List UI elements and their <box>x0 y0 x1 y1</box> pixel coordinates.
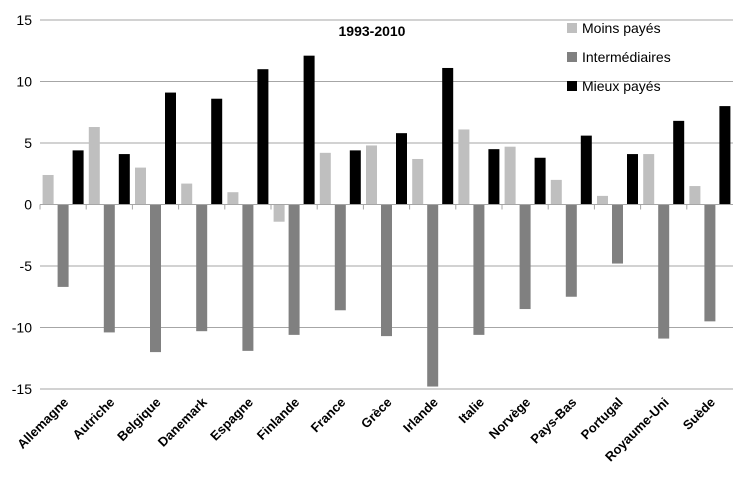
bar <box>719 106 731 205</box>
legend-swatch <box>567 52 577 62</box>
category-label: Portugal <box>578 395 626 443</box>
bar <box>658 204 670 339</box>
legend-swatch <box>567 23 577 33</box>
bar <box>504 146 516 205</box>
category-label: Autriche <box>70 395 118 443</box>
bar <box>57 204 69 287</box>
bar <box>473 204 485 335</box>
bar <box>689 186 701 205</box>
bar <box>550 179 562 205</box>
legend-label: Moins payés <box>582 20 661 36</box>
bar <box>488 149 500 205</box>
bar <box>412 158 424 205</box>
y-tick-label: 15 <box>16 12 32 28</box>
bar <box>72 150 84 205</box>
legend-label: Intermédiaires <box>582 49 671 65</box>
y-tick-label: 10 <box>16 74 32 90</box>
bar <box>303 55 315 205</box>
bar <box>165 92 176 205</box>
bar <box>519 204 531 310</box>
category-label: Finlande <box>254 395 302 443</box>
legend: Moins payés Intermédiaires Mieux payés <box>567 20 671 94</box>
bar <box>118 154 130 205</box>
bar <box>612 204 623 264</box>
bar <box>565 204 577 297</box>
bar <box>135 167 146 205</box>
bar <box>427 204 439 387</box>
legend-label: Mieux payés <box>582 78 661 94</box>
bar <box>242 204 254 351</box>
legend-swatch <box>567 81 577 91</box>
category-label: Allemagne <box>14 395 71 452</box>
y-tick-label: -10 <box>12 320 32 336</box>
bar <box>196 204 208 332</box>
bar <box>103 204 115 333</box>
category-label: Italie <box>455 395 487 427</box>
bar <box>597 195 608 205</box>
category-label: Norvège <box>486 395 533 442</box>
category-label: Grèce <box>358 395 395 432</box>
bar <box>704 204 716 322</box>
y-tick-label: -5 <box>20 258 33 274</box>
bar <box>319 152 331 205</box>
bar <box>534 157 546 205</box>
bar <box>334 204 346 311</box>
y-tick-label: 5 <box>24 135 32 151</box>
bar <box>643 154 655 205</box>
bar <box>349 150 361 205</box>
bar <box>381 204 392 337</box>
chart-title: 1993-2010 <box>339 23 406 39</box>
bar <box>181 183 193 205</box>
y-tick-label: 0 <box>24 197 32 213</box>
category-label: Suède <box>680 395 718 433</box>
bar <box>273 204 285 222</box>
y-tick-label: -15 <box>12 381 32 397</box>
category-label: Irlande <box>400 395 441 436</box>
category-label: Pays-Bas <box>527 395 579 447</box>
category-label: France <box>308 395 349 436</box>
bar <box>288 204 300 335</box>
category-label: Danemark <box>155 394 211 450</box>
category-label: Espagne <box>207 395 256 444</box>
bar <box>673 120 685 205</box>
bars <box>42 55 731 387</box>
bar <box>150 204 161 353</box>
bar <box>227 192 239 205</box>
bar <box>458 129 470 205</box>
bar <box>42 174 54 205</box>
bar <box>627 154 638 205</box>
bar <box>442 67 454 205</box>
bar <box>88 127 100 205</box>
bar <box>580 135 592 205</box>
bar <box>257 69 269 205</box>
bar <box>396 133 407 205</box>
y-axis-ticks: -15 -10 -5 0 5 10 15 <box>12 12 32 397</box>
bar <box>211 98 223 205</box>
bar <box>366 145 377 205</box>
